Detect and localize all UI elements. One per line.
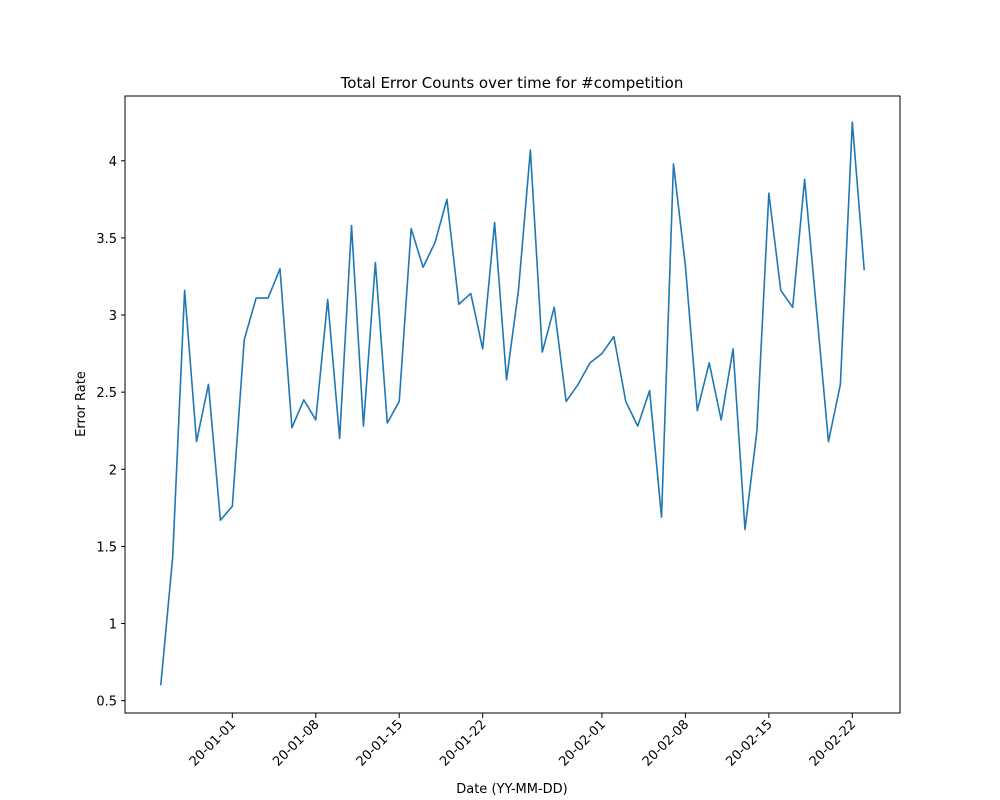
chart-title: Total Error Counts over time for #compet… [340, 74, 684, 92]
y-tick-label: 3.5 [96, 232, 117, 247]
plot-frame [124, 95, 901, 714]
y-tick-label: 1.5 [96, 540, 117, 555]
y-tick-label: 2 [109, 463, 117, 478]
y-tick-label: 4 [109, 155, 117, 170]
y-axis-label: Error Rate [74, 371, 89, 437]
y-tick-label: 3 [109, 309, 117, 324]
x-axis-label: Date (YY-MM-DD) [456, 782, 568, 797]
y-tick-label: 1 [109, 618, 117, 633]
data-line [159, 121, 866, 686]
y-tick-label: 2.5 [96, 386, 117, 401]
y-tick-label: 0.5 [96, 695, 117, 710]
